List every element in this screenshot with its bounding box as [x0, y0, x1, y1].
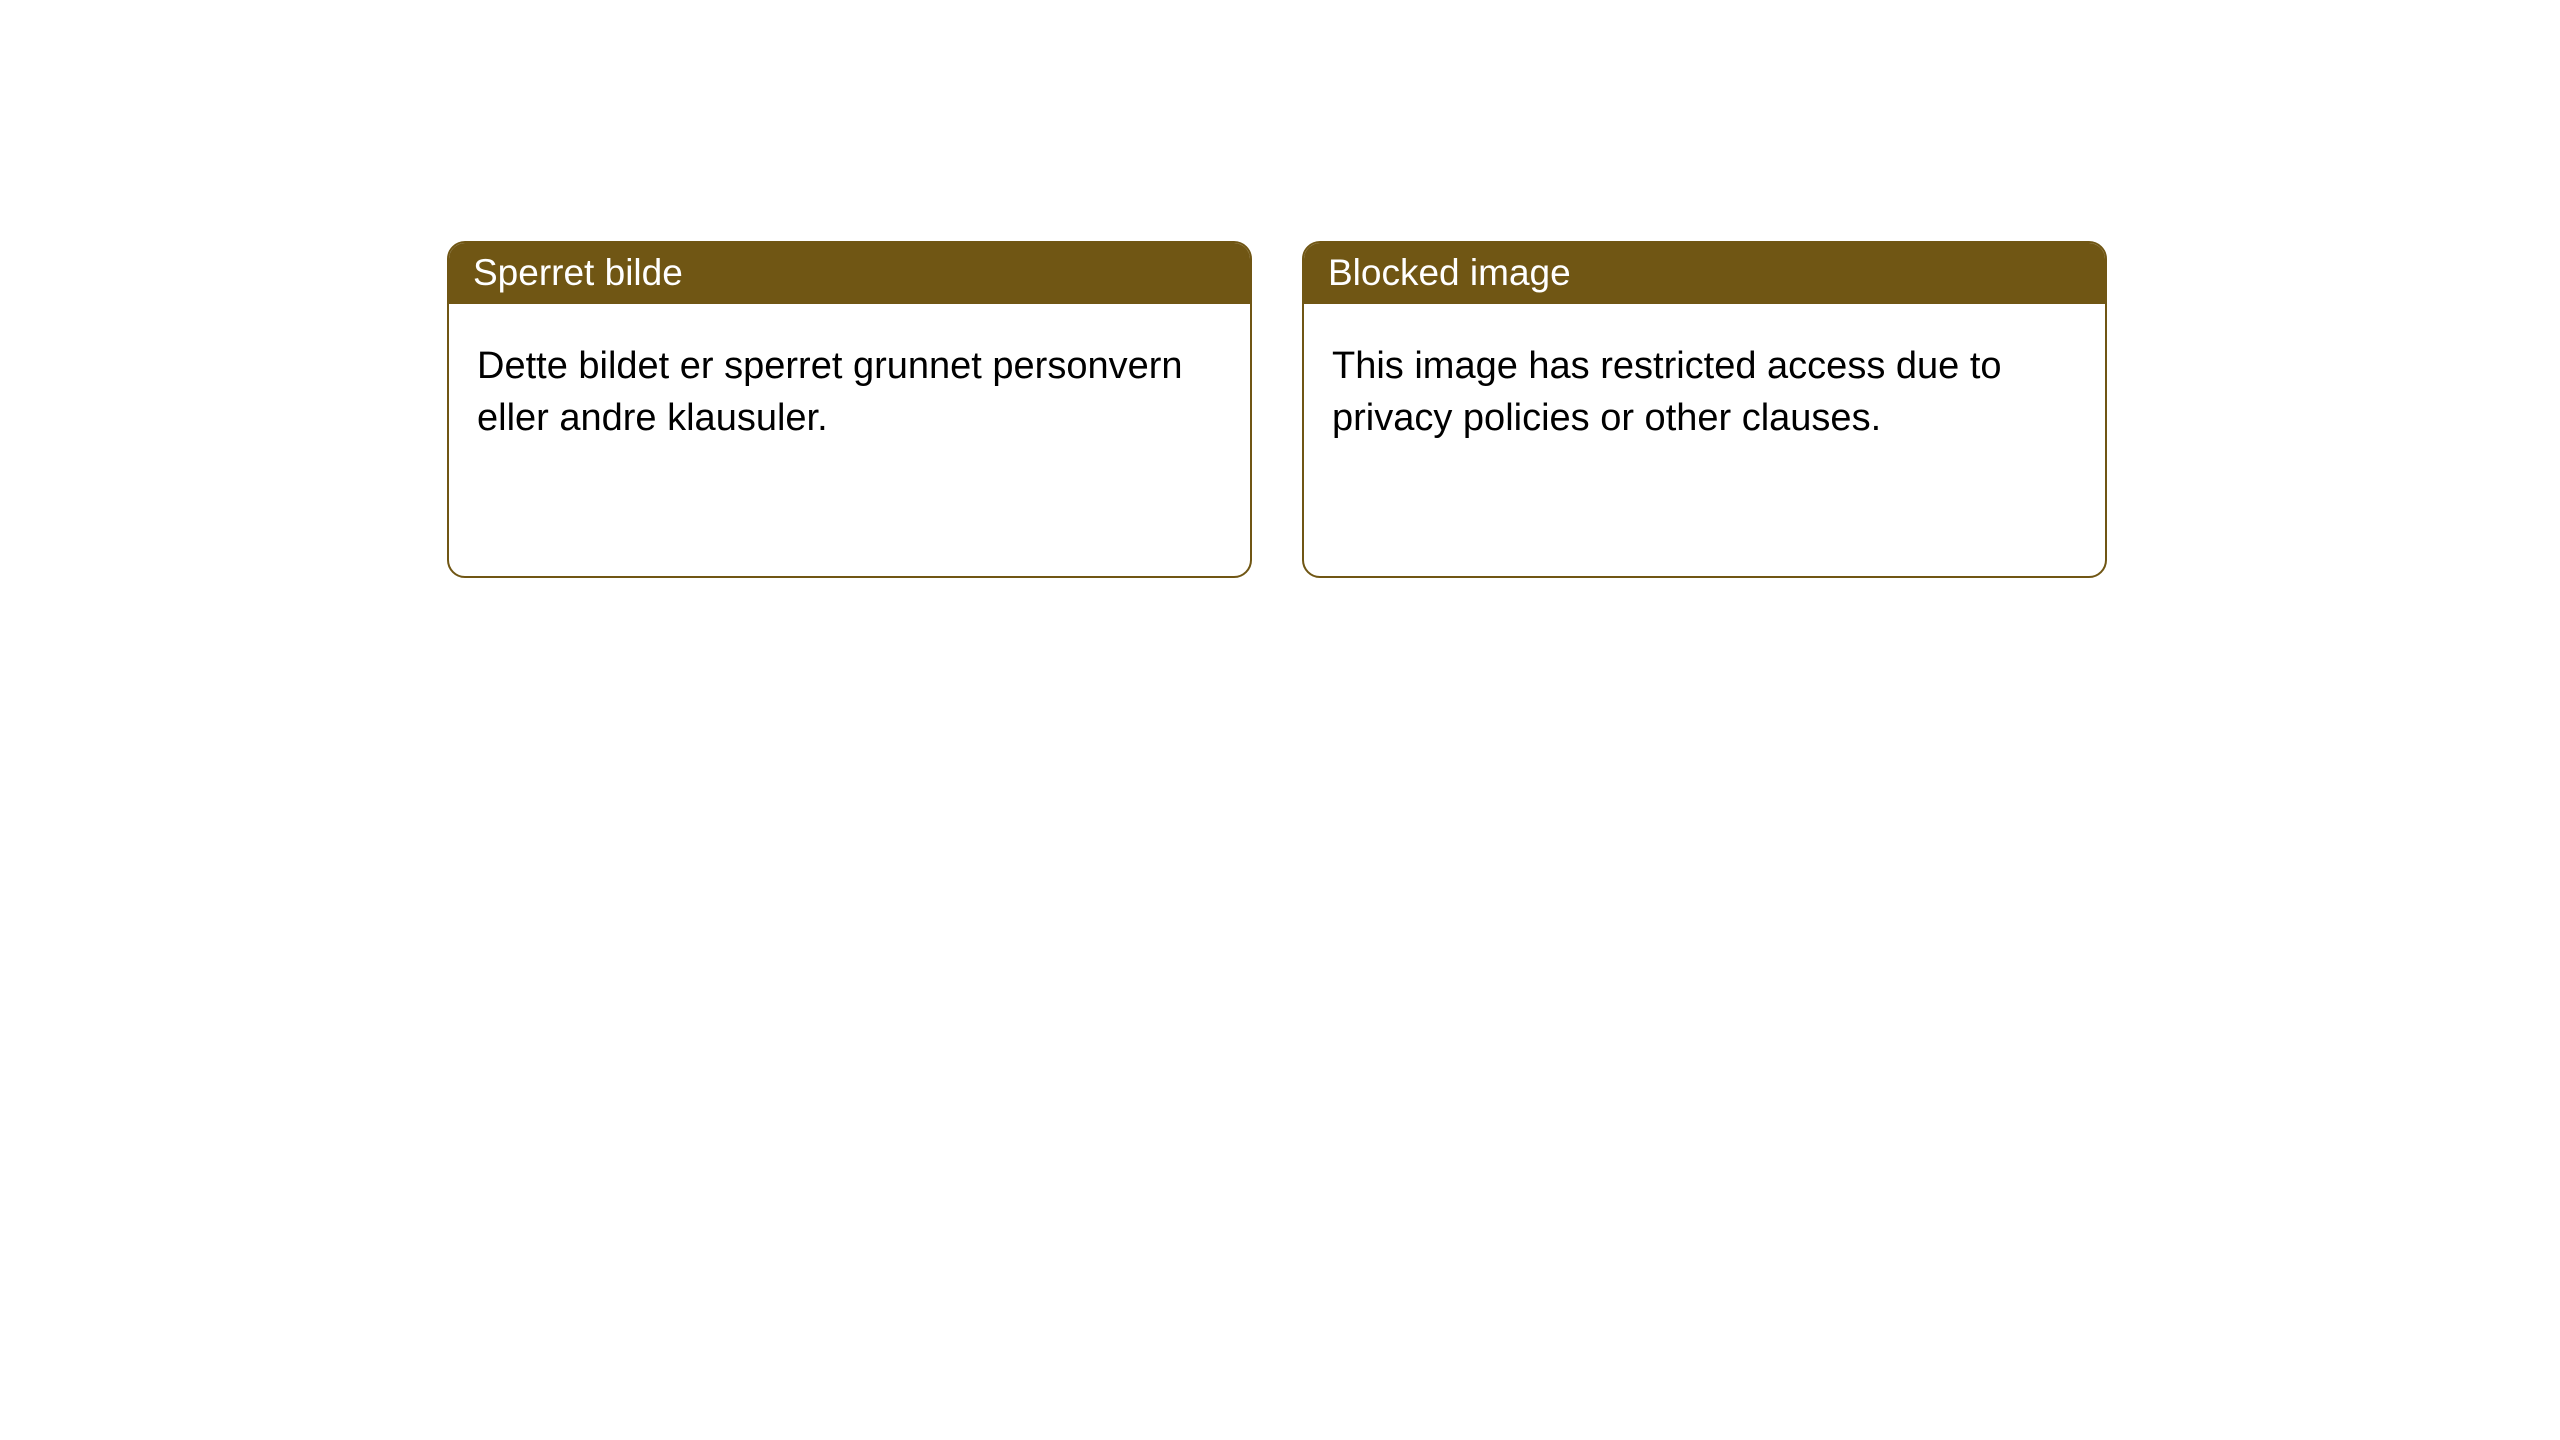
- notice-card-header: Blocked image: [1304, 243, 2105, 304]
- notice-card-header: Sperret bilde: [449, 243, 1250, 304]
- notice-cards-container: Sperret bilde Dette bildet er sperret gr…: [0, 0, 2560, 578]
- notice-card-body-text: This image has restricted access due to …: [1332, 345, 2002, 439]
- notice-card-title: Sperret bilde: [473, 252, 683, 293]
- notice-card-body: Dette bildet er sperret grunnet personve…: [449, 304, 1250, 576]
- notice-card-title: Blocked image: [1328, 252, 1571, 293]
- notice-card-norwegian: Sperret bilde Dette bildet er sperret gr…: [447, 241, 1252, 578]
- notice-card-body-text: Dette bildet er sperret grunnet personve…: [477, 345, 1183, 439]
- notice-card-english: Blocked image This image has restricted …: [1302, 241, 2107, 578]
- notice-card-body: This image has restricted access due to …: [1304, 304, 2105, 576]
